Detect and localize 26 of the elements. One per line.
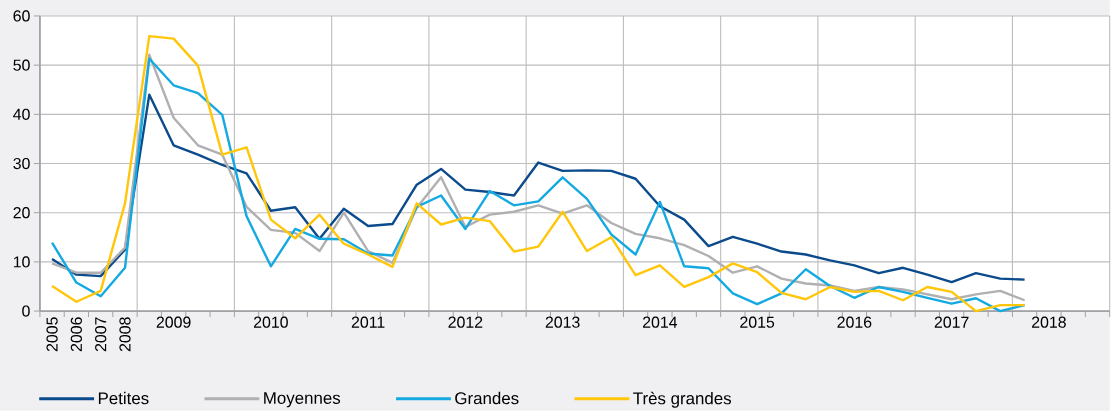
- legend-label: Très grandes: [633, 391, 732, 408]
- legend-label: Grandes: [455, 391, 519, 405]
- x-tick-label: 2007: [95, 317, 107, 352]
- y-tick-label: 30: [13, 158, 30, 170]
- x-tick-label: 2010: [253, 316, 288, 328]
- x-tick-label: 2005: [46, 317, 58, 352]
- x-tick-label: 2015: [740, 316, 775, 328]
- legend-label: Petites: [98, 391, 149, 405]
- x-tick-label: 2011: [351, 316, 385, 328]
- x-tick-label: 2018: [1032, 316, 1066, 328]
- x-tick-label: 2012: [448, 316, 483, 328]
- y-tick-label: 0: [22, 305, 30, 317]
- y-tick-label: 60: [13, 10, 30, 22]
- legend-label: Moyennes: [264, 392, 341, 408]
- x-tick-label: 2006: [70, 317, 82, 352]
- line-series: [50, 93, 1026, 284]
- x-tick-label: 2013: [545, 316, 580, 328]
- y-tick-label: 10: [13, 256, 30, 268]
- x-tick-label: 2009: [156, 316, 191, 328]
- y-tick-label: 50: [13, 59, 30, 71]
- x-tick-label: 2008: [119, 317, 131, 352]
- x-tick-label: 2016: [837, 316, 872, 328]
- x-tick-label: 2014: [643, 316, 678, 328]
- x-tick-label: 2017: [934, 316, 969, 328]
- y-tick-label: 20: [13, 207, 30, 219]
- y-tick-label: 40: [13, 108, 30, 121]
